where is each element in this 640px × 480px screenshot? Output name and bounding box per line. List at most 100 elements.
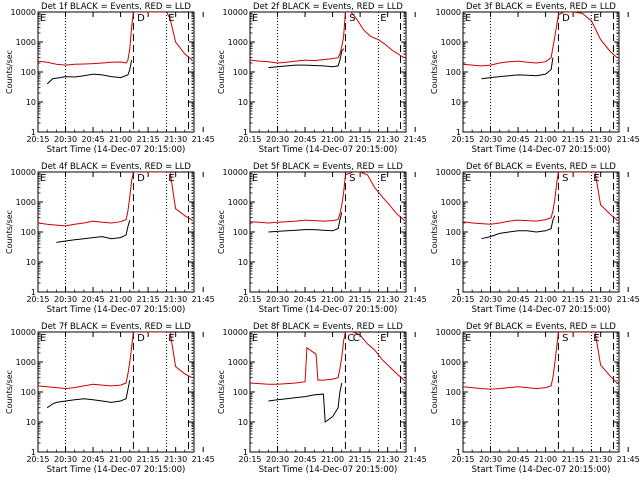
x-axis-title: Start Time (14-Dec-07 20:15:00) [259,305,398,315]
chart-panel: Det 8f BLACK = Events, RED = LLD 1 10 100 10… [217,322,427,475]
x-tick-label: 20:15 [238,455,261,464]
x-tick-label: 20:30 [54,455,77,464]
y-tick-label: 1 [243,288,248,297]
chart-panel: Det 3f BLACK = Events, RED = LLD 1 10 100 10… [430,2,640,155]
series-line [268,48,344,69]
event-marker-label: S [562,173,568,184]
series-line [463,12,618,67]
x-tick-label: 21:15 [349,295,372,304]
plot-frame [37,171,195,293]
event-marker-label: E [252,13,258,24]
y-tick-label: 10000 [436,8,461,17]
x-tick-label: 21:30 [164,295,187,304]
x-tick-label: 21:00 [109,455,132,464]
y-tick-label: 100 [446,228,461,237]
event-marker-label: E [465,13,471,24]
x-tick-label: 21:30 [589,295,612,304]
event-marker-label: S [562,333,568,344]
x-tick-label: 21:15 [562,135,585,144]
series-line [38,12,193,66]
event-marker-label: E [593,333,599,344]
x-tick-label: 21:00 [534,455,557,464]
x-tick-label: 21:30 [376,455,399,464]
chart-panel: Det 6f BLACK = Events, RED = LLD 1 10 100 10… [430,162,640,315]
y-axis-title: Counts/sec [217,370,226,414]
y-tick-label: 10 [26,258,36,267]
y-tick-label: 10 [26,418,36,427]
x-tick-label: 21:00 [321,295,344,304]
x-tick-label: 21:45 [404,295,427,304]
series-line [268,212,343,233]
y-axis-title: Counts/sec [217,50,226,94]
chart-title: Det 2f BLACK = Events, RED = LLD [253,2,403,12]
x-tick-label: 21:15 [562,295,585,304]
x-tick-label: 21:00 [109,295,132,304]
event-marker-label: E [252,173,258,184]
chart-panel: Det 5f BLACK = Events, RED = LLD 1 10 100 10… [217,162,427,315]
y-tick-label: 1000 [16,198,36,207]
x-tick-label: 20:15 [238,135,261,144]
event-marker-label: C [347,333,354,344]
x-tick-label: 20:45 [82,455,105,464]
y-tick-label: 10 [451,98,461,107]
x-axis-title: Start Time (14-Dec-07 20:15:00) [259,465,398,475]
x-tick-label: 20:15 [26,455,49,464]
x-tick-label: 20:30 [266,135,289,144]
x-tick-label: 20:45 [507,135,530,144]
x-tick-label: 20:15 [26,135,49,144]
x-tick-label: 20:45 [82,295,105,304]
y-tick-label: 1000 [441,38,461,47]
series-line [268,382,343,423]
event-marker-label: S [349,173,355,184]
event-marker-label: E [168,333,174,344]
y-tick-label: 10 [238,418,248,427]
event-marker-label: C [353,333,360,344]
chart-panel: Det 1f BLACK = Events, RED = LLD 1 10 100 10… [5,2,215,155]
y-axis-title: Counts/sec [5,210,14,254]
y-tick-label: 100 [21,388,36,397]
x-tick-label: 21:00 [109,135,132,144]
y-axis-title: Counts/sec [5,370,14,414]
event-marker-label: D [137,173,145,184]
plot-frame [37,11,195,133]
chart-title: Det 4f BLACK = Events, RED = LLD [41,162,191,172]
x-tick-label: 20:15 [451,295,474,304]
y-tick-label: 10000 [436,168,461,177]
x-tick-label: 20:45 [507,455,530,464]
x-tick-label: 21:45 [617,455,640,464]
series-line [250,332,405,385]
x-tick-label: 20:15 [26,295,49,304]
y-tick-label: 1000 [228,358,248,367]
y-tick-label: 10000 [223,328,248,337]
series-line [481,215,556,240]
y-tick-label: 1 [243,128,248,137]
x-axis-title: Start Time (14-Dec-07 20:15:00) [47,305,186,315]
y-tick-label: 10 [451,418,461,427]
y-tick-label: 1000 [228,198,248,207]
y-tick-label: 1000 [16,38,36,47]
event-marker-label: E [380,333,386,344]
series-line [250,12,405,64]
x-tick-label: 20:30 [266,295,289,304]
y-tick-label: 100 [446,388,461,397]
plot-frame [462,171,620,293]
y-tick-label: 100 [446,68,461,77]
x-tick-label: 21:30 [376,135,399,144]
series-line [250,172,405,224]
x-tick-label: 21:30 [164,455,187,464]
chart-panel: Det 7f BLACK = Events, RED = LLD 1 10 100 10… [5,322,215,475]
series-line [481,57,554,80]
y-tick-label: 1 [31,448,36,457]
x-tick-label: 21:45 [404,135,427,144]
x-tick-label: 21:15 [349,455,372,464]
chart-title: Det 7f BLACK = Events, RED = LLD [41,322,191,332]
y-axis-title: Counts/sec [430,370,439,414]
x-tick-label: 21:00 [534,295,557,304]
y-tick-label: 10 [26,98,36,107]
y-tick-label: 10000 [11,328,36,337]
event-marker-label: E [593,13,599,24]
event-marker-label: D [137,333,145,344]
event-marker-label: E [252,333,258,344]
chart-panel: Det 9f BLACK = Events, RED = LLD 1 10 100 10… [430,322,640,475]
